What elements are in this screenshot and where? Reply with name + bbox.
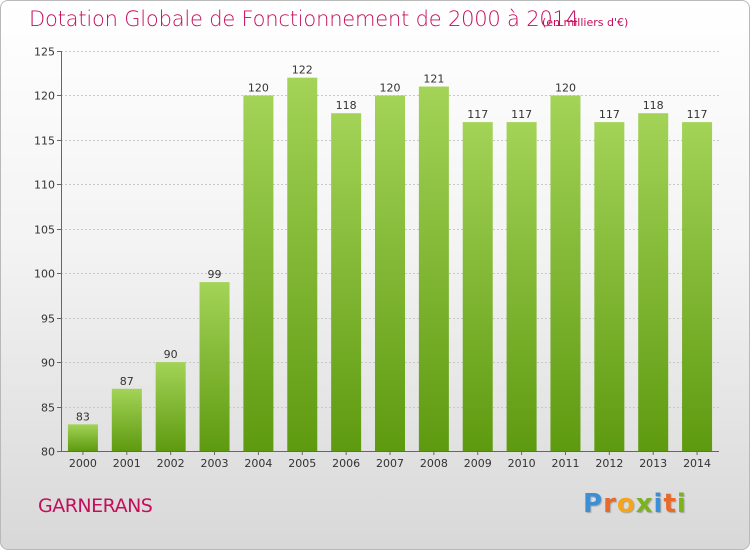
bar [67,424,98,451]
bar [331,113,362,451]
y-tick-label: 120 [34,90,55,103]
value-label: 118 [336,99,357,112]
chart-unit: (en milliers d'€) [542,16,629,29]
x-tick-label: 2000 [69,457,97,470]
commune-name: GARNERANS [38,495,153,517]
value-label: 83 [76,410,90,423]
value-labels: 83 87 90 99 120 122 118 120 121 117 117 120 117 118 11… [76,64,708,424]
bar [594,122,625,451]
bar [155,362,186,451]
value-label: 99 [208,268,222,281]
y-tick-label: 105 [34,224,55,237]
x-tick-label: 2005 [288,457,316,470]
value-label: 121 [423,73,444,86]
bar [243,95,274,451]
y-tick-label: 80 [41,446,55,459]
bar [462,122,493,451]
y-tick-label: 90 [41,357,55,370]
value-label: 117 [687,108,708,121]
x-tick-label: 2003 [201,457,229,470]
x-tick-label: 2013 [639,457,667,470]
bar [418,86,449,452]
logo-letter: i [653,489,664,519]
logo-letter: o [616,489,636,519]
logo-letter: x [635,489,654,519]
bar [199,282,230,451]
logo-letter: t [663,489,677,519]
bars [67,77,713,452]
x-tick-label: 2004 [244,457,272,470]
logo-letter: i [676,489,687,519]
axes: 80 85 90 95 100 105 110 115 120 125 2000 2001 2002 20… [34,46,719,470]
value-label: 117 [511,108,532,121]
y-tick-label: 125 [34,46,55,59]
bar [287,77,318,452]
value-label: 120 [555,81,576,94]
x-tick-label: 2010 [508,457,536,470]
x-tick-label: 2008 [420,457,448,470]
x-tick-label: 2012 [595,457,623,470]
y-tick-label: 115 [34,135,55,148]
value-label: 117 [599,108,620,121]
logo-letter: P [583,489,604,519]
value-label: 87 [120,375,134,388]
chart-title: Dotation Globale de Fonctionnement de 20… [29,7,579,31]
bar [375,95,405,451]
x-tick-label: 2009 [464,457,492,470]
bar [682,122,713,451]
bar [638,113,669,451]
value-label: 122 [292,64,313,77]
value-label: 120 [380,81,401,94]
value-label: 90 [164,348,178,361]
value-label: 118 [643,99,664,112]
y-tick-label: 100 [34,268,55,281]
proxiti-logo: Proxiti [583,489,687,519]
bar [506,122,537,451]
x-tick-label: 2014 [683,457,711,470]
y-tick-label: 85 [41,402,55,415]
y-tick-label: 110 [34,179,55,192]
bar [550,95,581,451]
y-tick-label: 95 [41,313,55,326]
x-tick-label: 2011 [551,457,579,470]
x-tick-label: 2002 [157,457,185,470]
bar [111,388,142,451]
logo-letter: r [603,489,617,519]
x-tick-label: 2001 [113,457,141,470]
x-tick-label: 2006 [332,457,360,470]
x-tick-label: 2007 [376,457,404,470]
value-label: 120 [248,81,269,94]
value-label: 117 [467,108,488,121]
